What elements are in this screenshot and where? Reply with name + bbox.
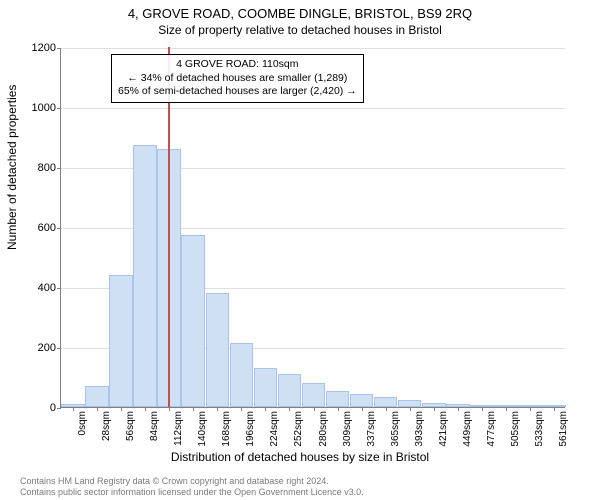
xtick-label: 477sqm [486,411,497,447]
footer-text: Contains HM Land Registry data © Crown c… [20,476,364,499]
xtick-label: 280sqm [318,411,329,447]
gridline [61,48,565,49]
ytick-label: 400 [38,282,56,294]
chart-subtitle: Size of property relative to detached ho… [0,21,600,37]
xtick-mark [434,407,435,411]
xtick-label: 393sqm [414,411,425,447]
chart-container: 4, GROVE ROAD, COOMBE DINGLE, BRISTOL, B… [0,0,600,500]
plot-area: 0200400600800100012000sqm28sqm56sqm84sqm… [60,48,565,408]
xtick-label: 309sqm [342,411,353,447]
ytick-label: 200 [38,342,56,354]
histogram-bar [302,383,326,407]
ytick-mark [57,228,61,229]
ytick-mark [57,108,61,109]
xtick-mark [314,407,315,411]
ytick-label: 600 [38,222,56,234]
histogram-bar [85,386,109,407]
histogram-bar [230,343,254,408]
gridline [61,108,565,109]
ytick-mark [57,288,61,289]
annotation-line1: 4 GROVE ROAD: 110sqm [118,58,357,72]
xtick-mark [193,407,194,411]
xtick-mark [386,407,387,411]
histogram-bar [278,374,302,407]
xtick-mark [121,407,122,411]
xtick-label: 561sqm [558,411,569,447]
xtick-label: 224sqm [269,411,280,447]
xtick-mark [169,407,170,411]
histogram-bar [133,145,157,408]
ytick-mark [57,168,61,169]
histogram-bar [181,235,205,408]
xtick-mark [265,407,266,411]
histogram-bar [206,293,230,407]
histogram-bar [326,391,350,408]
xtick-label: 421sqm [438,411,449,447]
xtick-label: 505sqm [510,411,521,447]
chart-title: 4, GROVE ROAD, COOMBE DINGLE, BRISTOL, B… [0,0,600,21]
histogram-bar [398,400,422,408]
xtick-mark [145,407,146,411]
xtick-mark [73,407,74,411]
xtick-label: 28sqm [101,411,112,441]
histogram-bar [254,368,278,407]
histogram-bar [374,397,398,408]
xtick-mark [217,407,218,411]
ytick-label: 0 [50,402,56,414]
xtick-mark [241,407,242,411]
annotation-line2: ← 34% of detached houses are smaller (1,… [118,72,357,86]
xtick-mark [410,407,411,411]
xtick-label: 0sqm [77,411,88,435]
xtick-label: 140sqm [197,411,208,447]
xtick-mark [97,407,98,411]
ytick-label: 1000 [32,102,56,114]
xtick-label: 84sqm [149,411,160,441]
histogram-bar [109,275,133,407]
annotation-line3: 65% of semi-detached houses are larger (… [118,85,357,99]
xtick-mark [530,407,531,411]
ytick-mark [57,48,61,49]
annotation-box: 4 GROVE ROAD: 110sqm ← 34% of detached h… [111,54,364,103]
xtick-label: 533sqm [534,411,545,447]
xtick-mark [482,407,483,411]
xtick-mark [506,407,507,411]
xtick-label: 365sqm [390,411,401,447]
xtick-label: 449sqm [462,411,473,447]
ytick-mark [57,348,61,349]
histogram-bar [350,394,374,408]
xtick-mark [458,407,459,411]
xtick-mark [338,407,339,411]
ytick-label: 800 [38,162,56,174]
ytick-mark [57,408,61,409]
xtick-mark [362,407,363,411]
xtick-mark [289,407,290,411]
xtick-label: 168sqm [221,411,232,447]
xtick-mark [554,407,555,411]
xtick-label: 337sqm [366,411,377,447]
y-axis-label: Number of detached properties [5,85,19,250]
xtick-label: 252sqm [293,411,304,447]
xtick-label: 56sqm [125,411,136,441]
footer-line2: Contains public sector information licen… [20,487,364,498]
x-axis-label: Distribution of detached houses by size … [0,450,600,464]
ytick-label: 1200 [32,42,56,54]
xtick-label: 112sqm [173,411,184,446]
footer-line1: Contains HM Land Registry data © Crown c… [20,476,364,487]
xtick-label: 196sqm [245,411,256,447]
